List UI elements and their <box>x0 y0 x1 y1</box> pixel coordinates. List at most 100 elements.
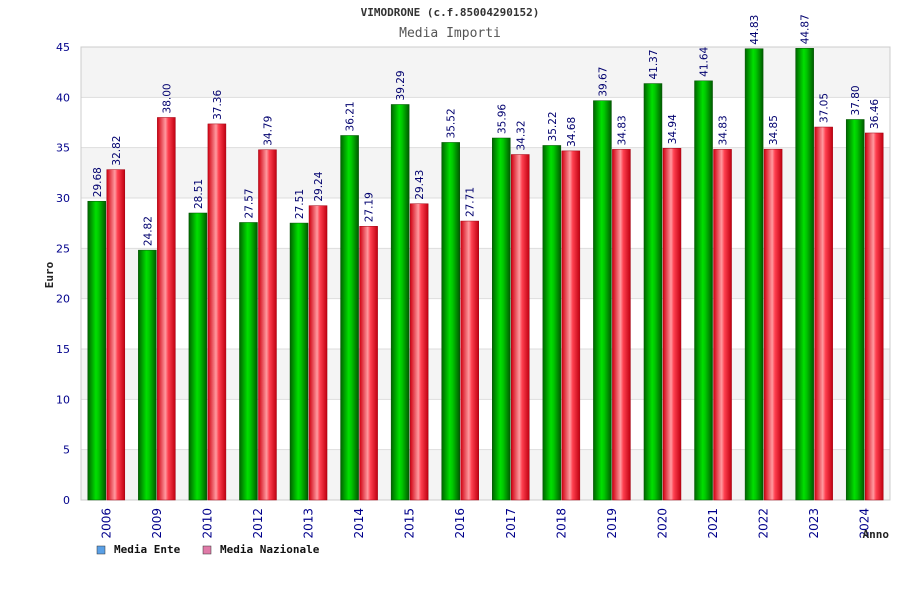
bar-media-nazionale-2009 <box>157 117 176 501</box>
bar-media-nazionale-2020 <box>662 148 682 501</box>
chart-subtitle: Media Importi <box>399 26 501 41</box>
value-label: 29.68 <box>92 167 104 197</box>
value-label: 34.79 <box>262 116 274 146</box>
value-label: 27.71 <box>465 187 477 217</box>
x-axis-label: Anno <box>863 528 890 541</box>
x-tick-label: 2022 <box>757 508 771 539</box>
x-axis-ticks: 2006 2009 2010 2012 2013 2014 2015 2016 2017 2018… <box>99 508 871 539</box>
x-tick-label: 2017 <box>504 508 518 539</box>
x-tick-label: 2010 <box>200 508 214 539</box>
bar-media-nazionale-2021 <box>713 149 732 501</box>
bar-media-ente-2014 <box>340 135 359 501</box>
value-label: 27.51 <box>294 189 306 219</box>
bar-media-nazionale-2018 <box>561 150 581 501</box>
y-tick-label: 45 <box>56 41 70 54</box>
legend-swatch-media-ente <box>96 545 106 555</box>
x-tick-label: 2009 <box>150 508 164 539</box>
value-label: 34.85 <box>768 115 780 145</box>
value-label: 24.82 <box>142 216 154 246</box>
x-tick-label: 2013 <box>302 508 316 539</box>
legend: Media Ente Media Nazionale <box>96 543 320 556</box>
bars <box>87 48 884 501</box>
x-tick-label: 2020 <box>655 508 669 539</box>
value-label: 27.19 <box>364 192 376 222</box>
value-label: 41.37 <box>648 49 660 79</box>
bar-media-nazionale-2024 <box>864 132 884 501</box>
y-axis-label: Euro <box>43 261 56 288</box>
bar-media-nazionale-2006 <box>106 169 126 501</box>
bar-media-nazionale-2017 <box>511 154 530 501</box>
y-tick-label: 10 <box>56 393 70 406</box>
bar-media-nazionale-2014 <box>359 226 378 501</box>
value-labels: 29.68 32.82 24.82 38.00 28.51 37.36 27.57 34.79… <box>92 14 881 246</box>
value-label: 39.29 <box>395 70 407 100</box>
value-label: 35.52 <box>446 108 458 138</box>
value-label: 32.82 <box>111 136 123 166</box>
value-label: 44.83 <box>749 15 761 45</box>
value-label: 29.43 <box>414 170 426 200</box>
bar-media-ente-2023 <box>795 48 814 501</box>
y-tick-label: 15 <box>56 343 70 356</box>
x-tick-label: 2006 <box>99 508 113 539</box>
value-label: 39.67 <box>597 67 609 97</box>
value-label: 27.57 <box>243 188 255 218</box>
value-label: 34.32 <box>515 120 527 150</box>
grid-band <box>81 47 890 98</box>
value-label: 41.64 <box>699 46 711 76</box>
x-tick-label: 2016 <box>453 508 467 539</box>
x-tick-label: 2019 <box>605 508 619 539</box>
x-tick-label: 2021 <box>706 508 720 539</box>
value-label: 34.94 <box>667 114 679 144</box>
bar-media-ente-2018 <box>542 145 562 501</box>
value-label: 37.05 <box>819 93 831 123</box>
x-tick-label: 2023 <box>807 508 821 539</box>
value-label: 36.46 <box>869 99 881 129</box>
value-label: 35.22 <box>547 111 559 141</box>
bar-media-nazionale-2013 <box>308 205 328 501</box>
value-label: 34.68 <box>566 117 578 147</box>
bar-media-ente-2012 <box>239 222 258 501</box>
bar-media-ente-2006 <box>87 200 107 501</box>
value-label: 38.00 <box>161 83 173 113</box>
bar-media-nazionale-2023 <box>814 126 833 501</box>
bar-media-ente-2020 <box>643 83 663 501</box>
bar-media-nazionale-2010 <box>207 123 227 501</box>
legend-label-media-ente: Media Ente <box>114 543 181 556</box>
x-tick-label: 2018 <box>554 508 568 539</box>
bar-media-ente-2017 <box>492 137 511 501</box>
chart-title: VIMODRONE (c.f.85004290152) <box>361 6 540 19</box>
bar-media-ente-2019 <box>593 100 612 501</box>
bar-media-ente-2010 <box>188 212 208 501</box>
y-axis-ticks: 0 5 10 15 20 25 30 35 40 45 <box>56 41 70 507</box>
bar-media-nazionale-2015 <box>409 203 429 501</box>
value-label: 37.80 <box>850 85 862 115</box>
bar-media-ente-2015 <box>390 104 410 501</box>
x-tick-label: 2015 <box>403 508 417 539</box>
value-label: 37.36 <box>212 90 224 120</box>
bar-media-ente-2016 <box>441 142 460 501</box>
y-tick-label: 30 <box>56 192 70 205</box>
bar-media-nazionale-2016 <box>460 220 479 501</box>
legend-swatch-media-nazionale <box>202 545 212 555</box>
y-tick-label: 5 <box>63 444 70 457</box>
y-tick-label: 40 <box>56 91 70 104</box>
bar-media-ente-2009 <box>138 249 157 501</box>
value-label: 34.83 <box>718 115 730 145</box>
value-label: 36.21 <box>345 101 357 131</box>
value-label: 44.87 <box>800 14 812 44</box>
x-tick-label: 2012 <box>251 508 265 539</box>
y-tick-label: 0 <box>63 494 70 507</box>
bar-media-nazionale-2019 <box>612 149 631 501</box>
y-tick-label: 20 <box>56 293 70 306</box>
bar-media-ente-2013 <box>289 222 309 501</box>
x-tick-label: 2014 <box>352 508 366 539</box>
y-tick-label: 25 <box>56 242 70 255</box>
bar-media-nazionale-2012 <box>258 149 277 501</box>
legend-label-media-nazionale: Media Nazionale <box>220 543 320 556</box>
bar-media-nazionale-2022 <box>763 148 783 501</box>
value-label: 28.51 <box>193 179 205 209</box>
bar-media-ente-2022 <box>744 48 764 501</box>
y-tick-label: 35 <box>56 142 70 155</box>
plot-frame <box>80 46 891 501</box>
